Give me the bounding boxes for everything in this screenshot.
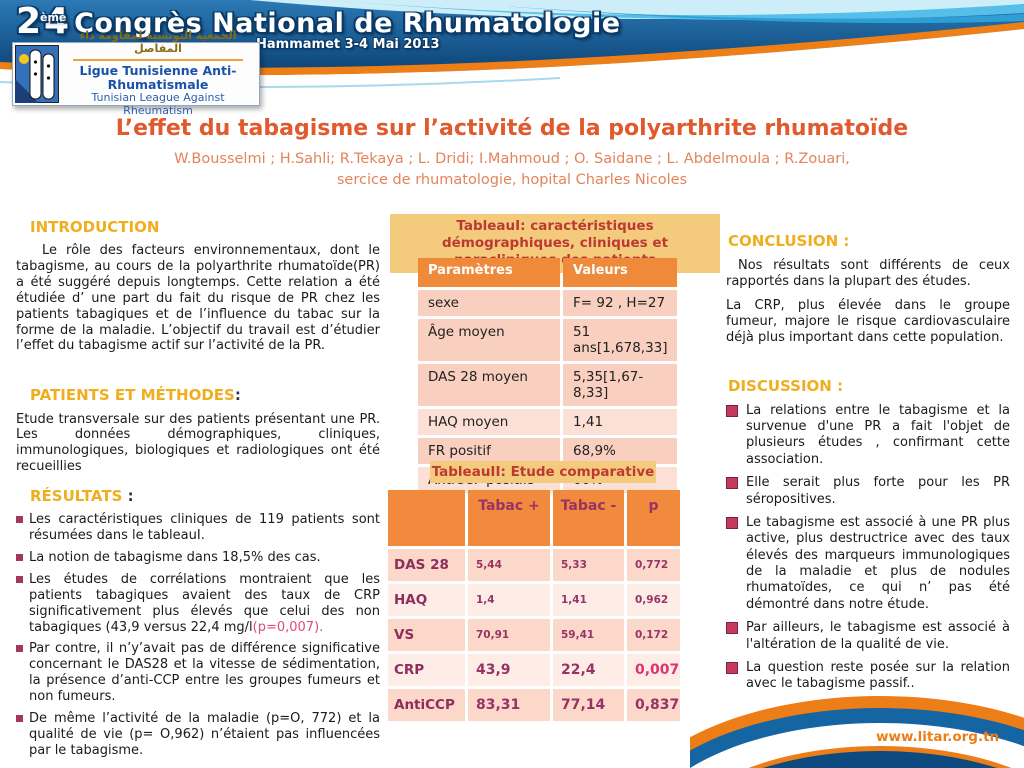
table2-cell: 59,41 (553, 619, 624, 651)
table1-cell: DAS 28 moyen (418, 364, 560, 406)
discussion-bullet: Le tabagisme est associé à une PR plus a… (726, 515, 1010, 613)
table2-comparative: Tabac + Tabac - p DAS 28 5,44 5,33 0,772… (388, 490, 680, 721)
square-bullet-icon (726, 477, 738, 490)
discussion-bullet: Elle serait plus forte pour les PR sérop… (726, 475, 1010, 508)
table2-cell: HAQ (388, 584, 465, 616)
table2-cell: 0,172 (627, 619, 680, 651)
results-heading: RÉSULTATS : (30, 487, 134, 506)
methods-body: Etude transversale sur des patients prés… (16, 411, 380, 475)
congress-number: 24 ème (16, 2, 72, 42)
table1-cell: HAQ moyen (418, 409, 560, 435)
logo-divider (73, 58, 243, 61)
table2-cell: 1,41 (553, 584, 624, 616)
left-column: INTRODUCTION Le rôle des facteurs enviro… (16, 218, 380, 764)
methods-heading: PATIENTS ET MÉTHODES: (30, 386, 241, 405)
result-bullet: La notion de tabagisme dans 18,5% des ca… (16, 550, 380, 566)
p-value-highlight: (p=0,007). (252, 619, 324, 635)
table1-header-cell: Valeurs (563, 258, 677, 287)
square-bullet-icon (16, 575, 23, 583)
result-bullet: De même l’activité de la maladie (p=O, 7… (16, 711, 380, 759)
table1-demographics: Paramètres Valeurs sexe F= 92 , H=27 Âge… (418, 258, 677, 493)
introduction-heading: INTRODUCTION (30, 218, 160, 236)
table2-header-cell: Tabac + (468, 490, 550, 546)
table2-cell: CRP (388, 654, 465, 686)
table2-cell: 83,31 (468, 689, 550, 721)
square-bullet-icon (726, 622, 738, 635)
table2-cell: AntiCCP (388, 689, 465, 721)
table1-cell: 1,41 (563, 409, 677, 435)
conclusion-paragraph: La CRP, plus élevée dans le groupe fumeu… (726, 297, 1010, 346)
congress-number-suffix: ème (40, 11, 67, 24)
congress-banner: 24 ème Congrès National de Rhumatologie H… (0, 0, 1024, 117)
table2-header-cell: Tabac - (553, 490, 624, 546)
table2-cell: 43,9 (468, 654, 550, 686)
result-bullet: Par contre, il n’y’avait pas de différen… (16, 641, 380, 704)
league-name-english: Tunisian League Against Rheumatism (91, 91, 225, 118)
table2-caption: TableauII: Etude comparative (430, 461, 656, 483)
table2-cell: DAS 28 (388, 549, 465, 581)
table2-cell: 0,772 (627, 549, 680, 581)
table2-cell: 77,14 (553, 689, 624, 721)
conclusion-paragraph: Nos résultats sont différents de ceux ra… (726, 257, 1010, 290)
table2-cell: 0,837 (627, 689, 680, 721)
square-bullet-icon (726, 404, 738, 417)
discussion-bullets: La relations entre le tabagisme et la su… (726, 403, 1010, 693)
table1-cell: 51 ans[1,678,33] (563, 319, 677, 361)
square-bullet-icon (16, 554, 23, 562)
congress-title: 24 ème Congrès National de Rhumatologie (16, 2, 621, 46)
discussion-bullet: Par ailleurs, le tabagisme est associé à… (726, 620, 1010, 653)
result-bullet: Les caractéristiques cliniques de 119 pa… (16, 512, 380, 544)
table1-cell: 5,35[1,67-8,33] (563, 364, 677, 406)
poster-title: L’effet du tabagisme sur l’activité de l… (115, 116, 909, 141)
conclusion-heading: CONCLUSION : (728, 232, 850, 250)
footer-wave-art: www.litar.org.tn (690, 686, 1024, 768)
table2-cell: 1,4 (468, 584, 550, 616)
table2-header-cell: p (627, 490, 680, 546)
table1-cell: F= 92 , H=27 (563, 290, 677, 316)
discussion-heading: DISCUSSION : (728, 376, 844, 395)
table1-cell: sexe (418, 290, 560, 316)
table2-cell: 0,962 (627, 584, 680, 616)
right-column: CONCLUSION : Nos résultats sont différen… (726, 232, 1010, 700)
results-bullets: Les caractéristiques cliniques de 119 pa… (16, 512, 380, 758)
table1-cell: 68,9% (563, 438, 677, 464)
table1-cell: Âge moyen (418, 319, 560, 361)
table1-header-cell: Paramètres (418, 258, 560, 287)
square-bullet-icon (726, 516, 738, 529)
website-link[interactable]: www.litar.org.tn (876, 729, 1000, 745)
table1-cell: FR positif (418, 438, 560, 464)
table2-cell: VS (388, 619, 465, 651)
league-names: الجمعية التونسية لمقاومة داء المفاصل Lig… (59, 29, 257, 118)
square-bullet-icon (16, 516, 23, 524)
congress-location-date: Hammamet 3-4 Mai 2013 (256, 37, 440, 52)
discussion-bullet: La question reste posée sur la relation … (726, 660, 1010, 693)
table2-cell: 5,44 (468, 549, 550, 581)
poster-affiliation: sercice de rhumatologie, hopital Charles… (336, 172, 688, 188)
square-bullet-icon (726, 661, 738, 674)
discussion-bullet: La relations entre le tabagisme et la su… (726, 403, 1010, 469)
table2-header-cell (388, 490, 465, 546)
league-name-french: Ligue Tunisienne Anti-Rhumatismale (79, 62, 237, 92)
table2-cell: 5,33 (553, 549, 624, 581)
table2-significant-p-cell: 0,007 (627, 654, 680, 686)
league-logo-icon (15, 45, 59, 103)
table2-cell: 22,4 (553, 654, 624, 686)
league-name-arabic: الجمعية التونسية لمقاومة داء المفاصل (79, 29, 237, 55)
table2-cell: 70,91 (468, 619, 550, 651)
result-bullet: Les études de corrélations montraient qu… (16, 572, 380, 635)
square-bullet-icon (16, 645, 23, 653)
square-bullet-icon (16, 714, 23, 722)
league-logo-box: الجمعية التونسية لمقاومة داء المفاصل Lig… (12, 29, 260, 117)
poster-authors: W.Bousselmi ; H.Sahli; R.Tekaya ; L. Dri… (174, 151, 850, 167)
introduction-body: Le rôle des facteurs environnementaux, d… (16, 243, 380, 354)
congress-name: Congrès National de Rhumatologie (74, 8, 621, 39)
